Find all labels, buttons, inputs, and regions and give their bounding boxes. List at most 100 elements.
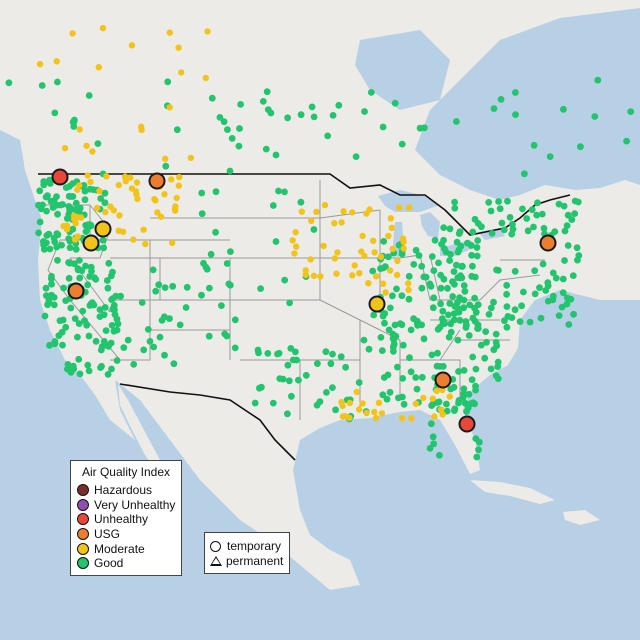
good-site-marker[interactable]: [434, 349, 441, 357]
good-site-marker[interactable]: [475, 446, 482, 454]
good-site-marker[interactable]: [67, 193, 75, 200]
good-site-marker[interactable]: [329, 350, 336, 358]
good-site-marker[interactable]: [170, 360, 178, 368]
good-site-marker[interactable]: [420, 273, 428, 281]
good-site-marker[interactable]: [407, 326, 415, 334]
moderate-site-marker[interactable]: [371, 408, 378, 416]
good-site-marker[interactable]: [426, 445, 434, 452]
good-site-marker[interactable]: [352, 153, 360, 161]
good-site-marker[interactable]: [460, 296, 468, 304]
moderate-site-marker[interactable]: [69, 30, 76, 37]
good-site-marker[interactable]: [46, 176, 53, 184]
moderate-site-marker[interactable]: [320, 242, 327, 250]
good-site-marker[interactable]: [429, 433, 437, 441]
moderate-site-marker[interactable]: [375, 399, 383, 406]
good-site-marker[interactable]: [149, 266, 157, 274]
good-site-marker[interactable]: [418, 284, 426, 292]
good-site-marker[interactable]: [203, 265, 211, 273]
good-site-marker[interactable]: [528, 206, 536, 214]
good-site-marker[interactable]: [198, 291, 205, 299]
good-site-marker[interactable]: [369, 267, 377, 275]
good-site-marker[interactable]: [451, 302, 459, 310]
moderate-site-marker[interactable]: [399, 235, 407, 242]
good-site-marker[interactable]: [162, 162, 170, 170]
moderate-site-marker[interactable]: [74, 186, 81, 193]
good-site-marker[interactable]: [138, 299, 146, 306]
good-site-marker[interactable]: [41, 312, 49, 320]
good-site-marker[interactable]: [460, 282, 468, 289]
moderate-site-marker[interactable]: [99, 25, 107, 32]
good-site-marker[interactable]: [415, 252, 423, 259]
good-site-marker[interactable]: [521, 170, 528, 178]
good-site-marker[interactable]: [385, 326, 393, 334]
good-site-marker[interactable]: [552, 274, 560, 282]
good-site-marker[interactable]: [469, 353, 477, 361]
good-site-marker[interactable]: [269, 202, 277, 209]
moderate-site-marker[interactable]: [431, 413, 438, 420]
good-site-marker[interactable]: [385, 253, 392, 261]
good-site-marker[interactable]: [108, 322, 116, 329]
good-site-marker[interactable]: [218, 302, 225, 309]
good-site-marker[interactable]: [237, 101, 245, 108]
good-site-marker[interactable]: [310, 226, 318, 233]
good-site-marker[interactable]: [482, 328, 490, 335]
good-site-marker[interactable]: [76, 274, 84, 282]
good-site-marker[interactable]: [69, 362, 77, 370]
moderate-site-marker[interactable]: [176, 173, 183, 181]
good-site-marker[interactable]: [130, 361, 138, 368]
good-site-marker[interactable]: [275, 187, 282, 195]
good-site-marker[interactable]: [450, 268, 458, 275]
good-site-marker[interactable]: [158, 317, 166, 324]
moderate-site-marker[interactable]: [340, 208, 347, 215]
good-site-marker[interactable]: [65, 274, 73, 282]
moderate-site-marker[interactable]: [93, 204, 101, 212]
good-site-marker[interactable]: [51, 109, 59, 117]
good-site-marker[interactable]: [468, 376, 476, 384]
good-site-marker[interactable]: [544, 282, 552, 290]
good-site-marker[interactable]: [386, 388, 394, 396]
good-site-marker[interactable]: [430, 440, 438, 448]
good-site-marker[interactable]: [560, 202, 568, 210]
moderate-site-marker[interactable]: [76, 126, 83, 133]
good-site-marker[interactable]: [539, 260, 547, 268]
moderate-site-marker[interactable]: [333, 270, 340, 277]
good-site-marker[interactable]: [70, 118, 78, 126]
good-site-marker[interactable]: [324, 132, 332, 140]
moderate-site-marker[interactable]: [393, 271, 401, 279]
moderate-site-marker[interactable]: [36, 60, 44, 68]
good-site-marker[interactable]: [526, 318, 534, 326]
good-site-marker[interactable]: [72, 199, 80, 207]
good-site-marker[interactable]: [79, 307, 87, 315]
good-site-marker[interactable]: [447, 328, 455, 336]
good-site-marker[interactable]: [51, 338, 59, 345]
good-site-marker[interactable]: [152, 287, 160, 295]
good-site-marker[interactable]: [81, 196, 89, 204]
moderate-site-marker[interactable]: [132, 188, 140, 195]
good-site-marker[interactable]: [310, 113, 318, 121]
good-site-marker[interactable]: [85, 332, 93, 340]
good-site-marker[interactable]: [329, 384, 336, 391]
good-site-marker[interactable]: [412, 374, 420, 381]
moderate-site-marker[interactable]: [302, 271, 309, 278]
moderate-site-marker[interactable]: [87, 178, 94, 186]
good-site-marker[interactable]: [574, 198, 582, 206]
good-site-marker[interactable]: [43, 239, 50, 247]
good-site-marker[interactable]: [94, 140, 102, 148]
good-site-marker[interactable]: [406, 354, 413, 362]
good-site-marker[interactable]: [223, 332, 231, 340]
good-site-marker[interactable]: [394, 363, 401, 371]
good-site-marker[interactable]: [40, 245, 48, 253]
moderate-site-marker[interactable]: [394, 257, 401, 264]
good-site-marker[interactable]: [113, 357, 121, 364]
good-site-marker[interactable]: [469, 262, 476, 270]
moderate-site-marker[interactable]: [405, 286, 412, 294]
good-site-marker[interactable]: [64, 365, 71, 373]
good-site-marker[interactable]: [431, 236, 439, 244]
moderate-site-marker[interactable]: [187, 154, 195, 162]
good-site-marker[interactable]: [395, 394, 402, 402]
moderate-site-marker[interactable]: [429, 395, 436, 402]
good-site-marker[interactable]: [88, 299, 96, 306]
moderate-site-marker[interactable]: [172, 207, 179, 214]
good-site-marker[interactable]: [504, 313, 512, 320]
good-site-marker[interactable]: [487, 207, 495, 215]
